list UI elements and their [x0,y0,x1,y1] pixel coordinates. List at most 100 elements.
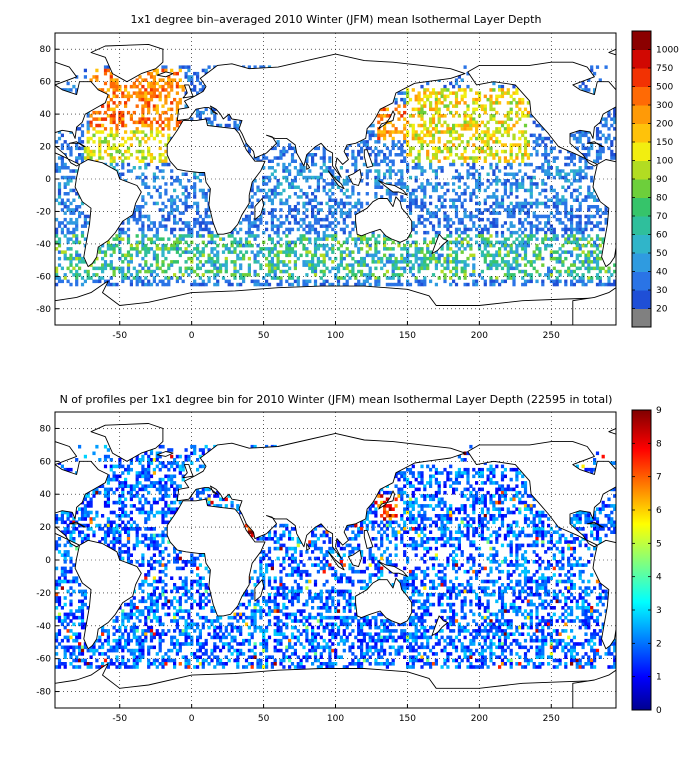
data-cell [374,175,378,180]
data-cell [178,276,182,280]
data-cell [230,273,234,277]
data-cell [564,188,568,193]
data-cell [408,282,413,287]
data-cell [187,266,191,271]
data-cell [207,120,211,125]
data-cell [313,195,318,199]
data-cell [403,156,407,160]
data-cell [360,140,364,144]
data-cell [322,146,326,151]
data-cell [138,88,142,92]
data-cell [503,159,507,163]
data-cell [506,88,510,92]
data-cell [331,205,335,209]
data-cell [60,201,64,206]
data-cell [213,114,217,118]
data-cell [391,130,395,134]
data-cell [587,140,591,144]
data-cell [397,117,401,121]
data-cell [420,221,424,225]
data-cell [247,224,251,228]
data-cell [567,162,571,167]
data-cell [590,253,594,258]
data-cell [558,217,562,222]
data-cell [521,282,525,287]
data-cell [515,237,519,241]
data-cell [129,458,133,462]
data-cell [414,247,418,251]
data-cell [216,269,220,274]
data-cell [236,256,240,261]
data-cell [417,156,421,160]
data-cell [273,269,277,274]
data-cell [380,260,384,264]
data-cell [204,68,208,73]
data-cell [400,494,404,498]
data-cell [63,88,67,92]
data-cell [149,282,154,287]
data-cell [489,514,493,518]
data-cell [489,221,493,225]
data-cell [385,260,389,264]
data-cell [469,444,473,449]
data-cell [457,195,461,199]
data-cell [414,517,418,521]
data-cell [391,266,395,271]
data-cell [339,276,343,280]
data-cell [273,169,277,173]
data-cell [489,240,493,245]
data-cell [342,266,346,271]
data-cell [598,130,602,134]
data-cell [426,130,430,134]
data-cell [572,179,576,183]
data-cell [454,101,459,105]
data-cell [365,517,369,521]
data-cell [515,474,519,479]
data-cell [529,273,533,277]
data-cell [437,487,441,492]
data-cell [495,263,499,267]
data-cell [437,146,441,151]
data-cell [69,88,73,92]
data-cell [466,107,470,112]
data-cell [247,240,251,245]
data-cell [446,224,450,228]
data-cell [503,114,507,118]
data-cell [60,250,64,254]
data-cell [83,279,87,284]
data-cell [339,214,343,219]
data-cell [610,461,614,465]
data-cell [138,75,142,79]
data-cell [178,454,182,459]
data-cell [135,240,139,245]
data-cell [549,273,553,277]
data-cell [112,166,116,170]
data-cell [472,224,476,228]
data-cell [564,208,568,212]
data-cell [250,221,254,225]
data-cell [604,211,608,215]
data-cell [575,514,579,518]
data-cell [400,159,404,163]
data-cell [440,514,444,518]
data-cell [529,279,533,284]
data-cell [547,266,551,271]
data-cell [587,276,591,280]
data-cell [109,84,113,89]
data-cell [141,84,145,89]
data-cell [426,517,430,521]
data-cell [129,130,133,134]
data-cell [595,133,600,138]
data-cell [325,182,329,186]
land-mass [675,72,691,77]
data-cell [276,227,280,232]
data-cell [509,166,513,170]
data-cell [322,162,326,167]
data-cell [66,182,70,186]
data-cell [124,481,128,485]
data-cell [155,71,159,76]
data-cell [288,211,292,215]
data-cell [385,107,389,112]
data-cell [480,500,484,505]
data-cell [267,266,272,271]
